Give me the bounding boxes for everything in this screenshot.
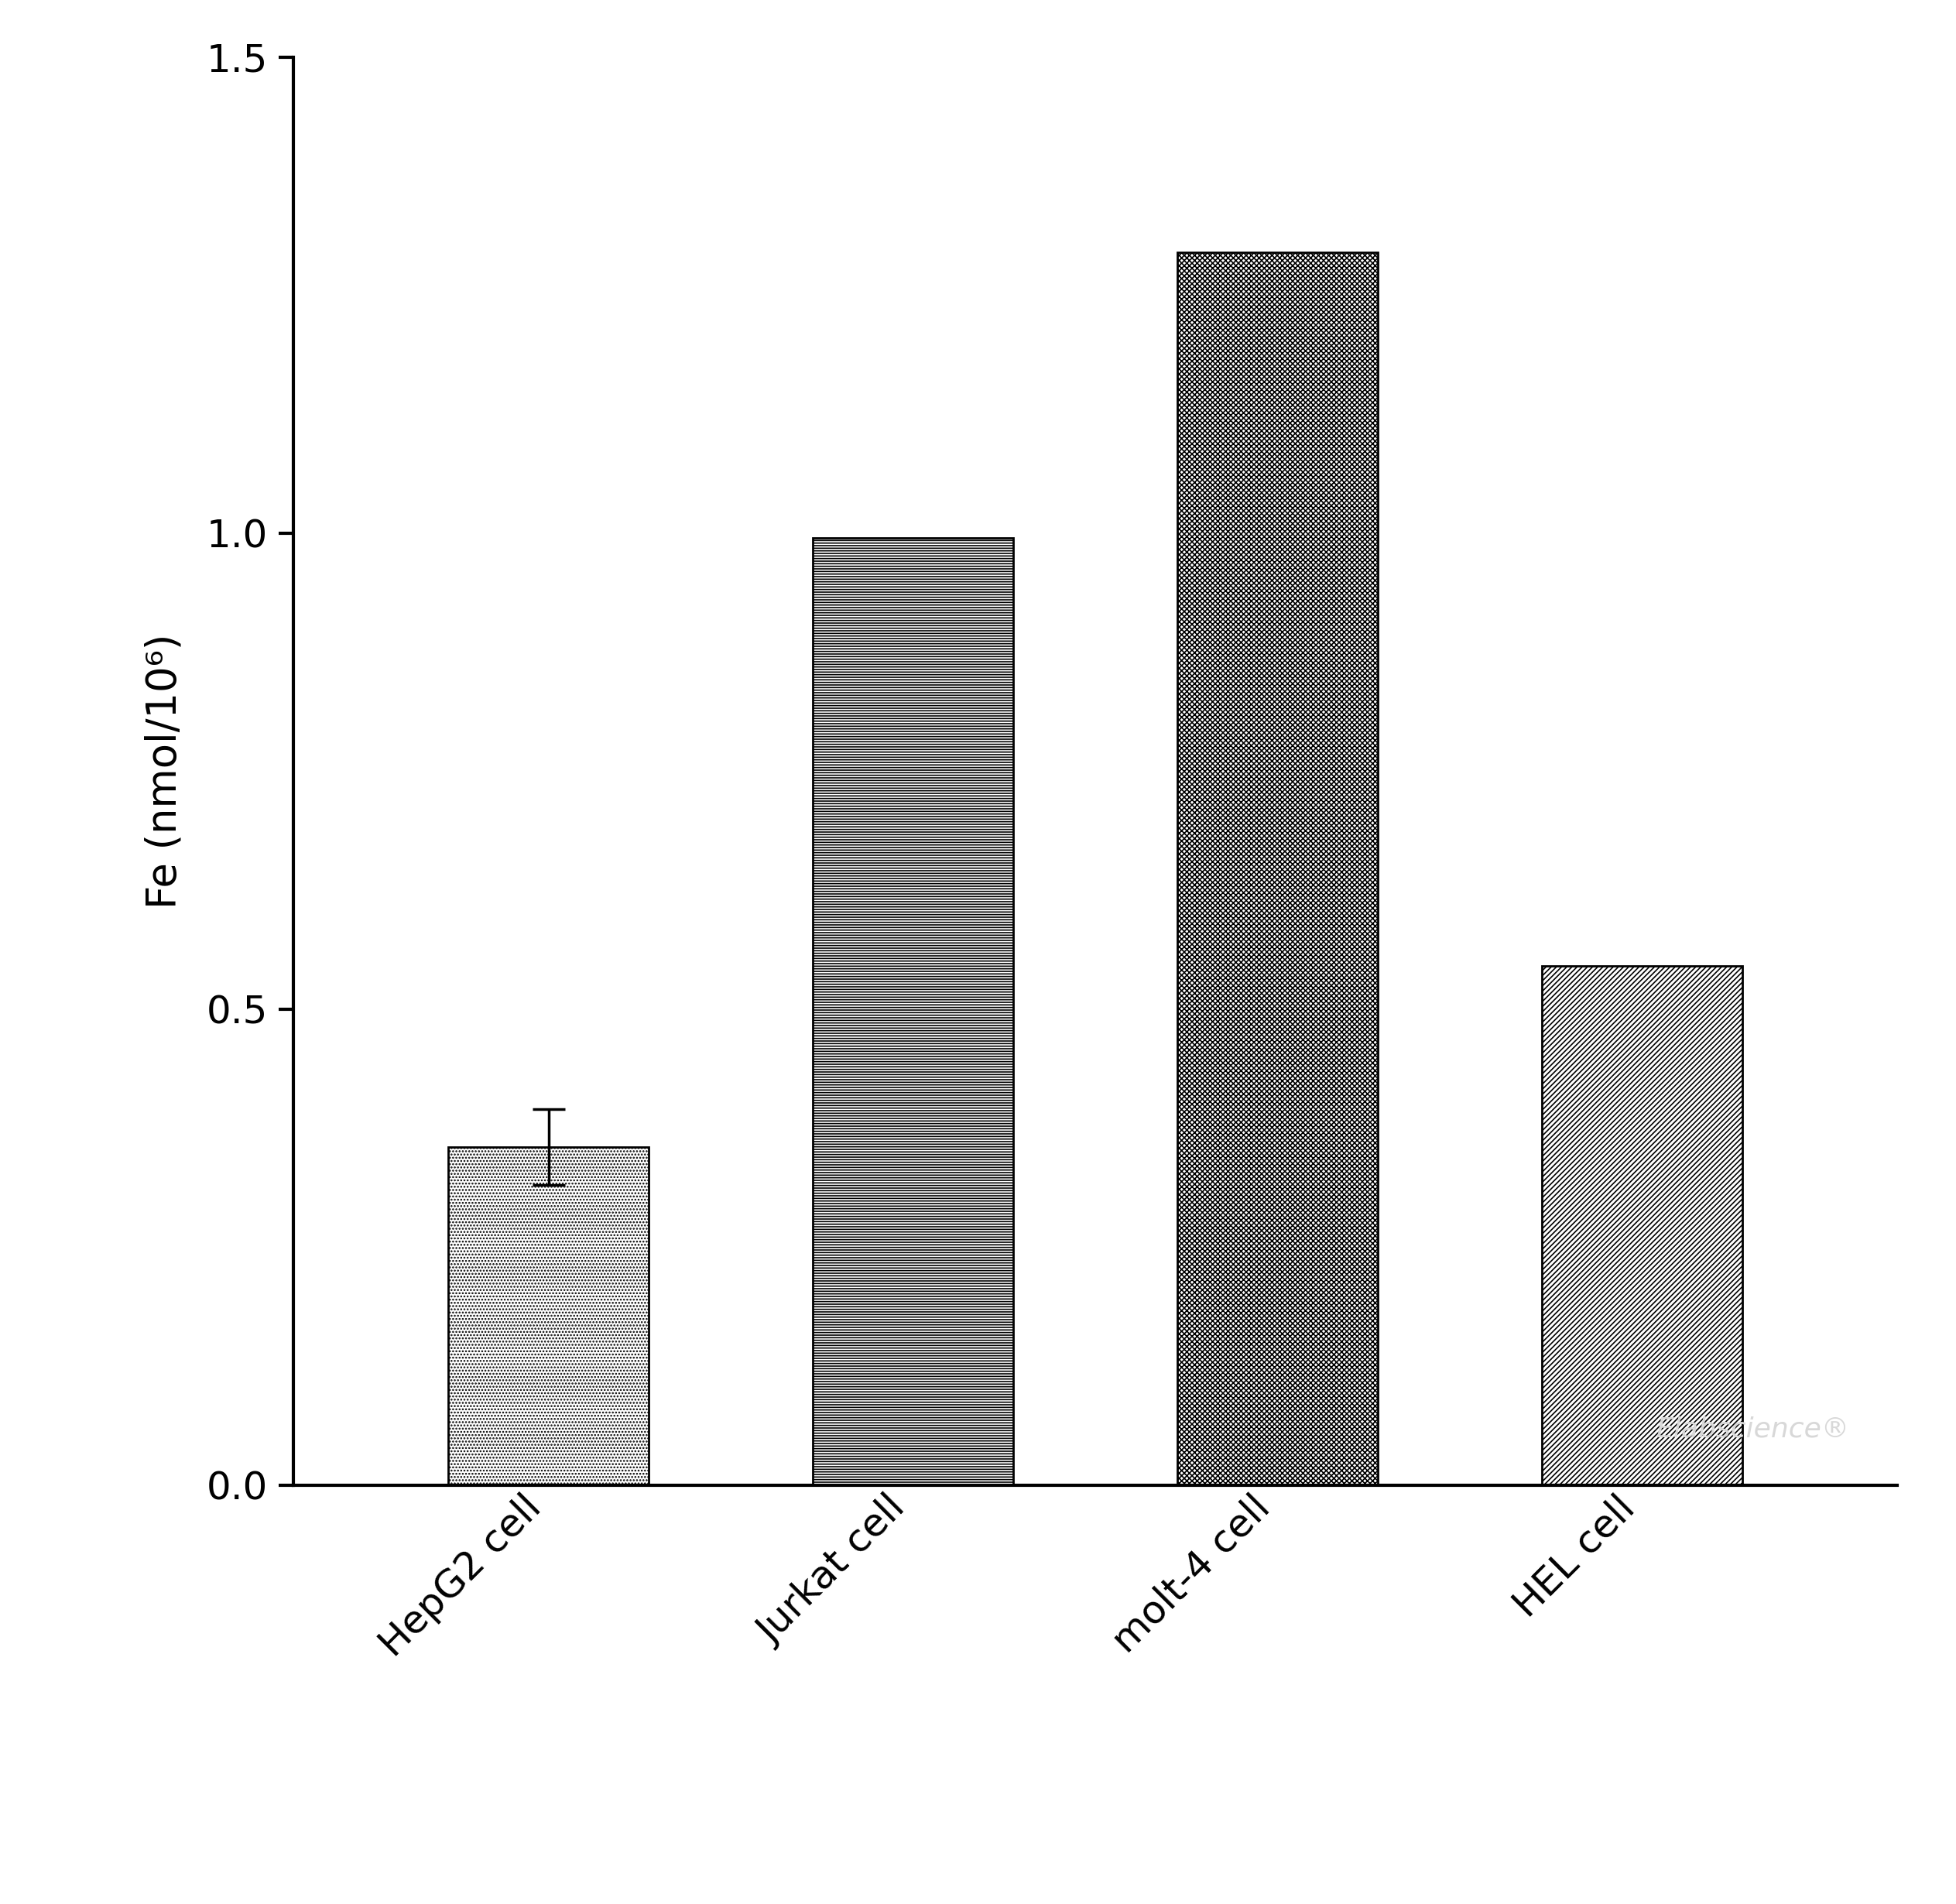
Bar <box>1178 253 1377 1485</box>
Text: Elabscience®: Elabscience® <box>1655 1417 1848 1443</box>
Bar <box>1541 967 1743 1485</box>
Bar <box>814 539 1013 1485</box>
Y-axis label: Fe (nmol/10⁶): Fe (nmol/10⁶) <box>145 634 184 908</box>
Bar <box>448 1146 649 1485</box>
